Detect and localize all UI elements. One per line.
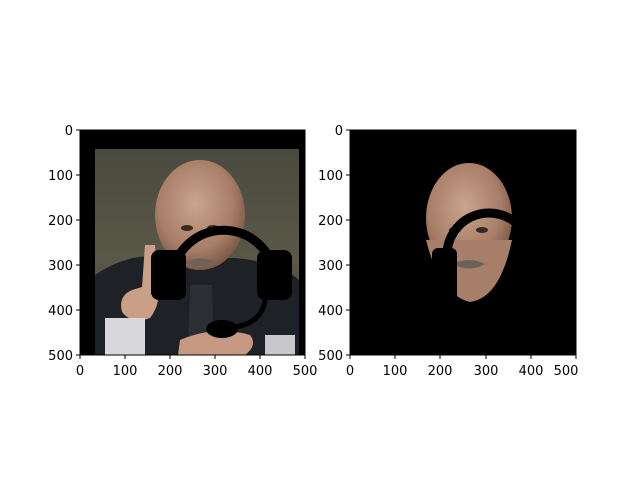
left-x-tick-label: 400	[248, 364, 273, 379]
right-y-axis	[346, 129, 350, 356]
left-y-axis	[76, 129, 80, 356]
right-y-tick-label: 400	[318, 304, 343, 319]
right-axes-frame	[349, 129, 577, 356]
left-panel: 0 100 200 300 400 500 0 100 200 300 400 …	[48, 124, 317, 379]
right-image	[350, 130, 576, 355]
right-y-tick-label: 500	[318, 349, 343, 364]
left-x-axis	[79, 355, 306, 359]
right-x-tick-label: 0	[346, 364, 354, 379]
left-x-tick-label: 500	[293, 364, 318, 379]
right-panel: 0 100 200 300 400 500 0 100 200 300 400 …	[318, 124, 578, 379]
left-x-tick-label: 0	[76, 364, 84, 379]
left-y-tick-label: 100	[48, 169, 73, 184]
right-y-tick-label: 300	[318, 259, 343, 274]
headset-left-earcup	[151, 250, 186, 300]
left-y-tick-label: 300	[48, 259, 73, 274]
left-y-tick-label: 200	[48, 214, 73, 229]
left-x-tick-label: 100	[113, 364, 138, 379]
right-y-tick-label: 200	[318, 214, 343, 229]
right-x-tick-label: 100	[383, 364, 408, 379]
left-x-tick-label: 200	[158, 364, 183, 379]
right-x-tick-label: 500	[554, 364, 579, 379]
right-y-tick-label: 100	[318, 169, 343, 184]
left-y-tick-label: 500	[48, 349, 73, 364]
right-x-tick-label: 400	[519, 364, 544, 379]
left-y-tick-label: 400	[48, 304, 73, 319]
left-x-tick-label: 300	[203, 364, 228, 379]
right-x-tick-label: 200	[428, 364, 453, 379]
left-axes-frame	[79, 129, 306, 356]
right-x-tick-label: 300	[474, 364, 499, 379]
headset-right-earcup	[257, 250, 292, 300]
left-y-tick-label: 0	[65, 124, 73, 139]
right-y-tick-label: 0	[335, 124, 343, 139]
headset-microphone	[206, 320, 238, 338]
right-x-axis	[349, 355, 577, 359]
